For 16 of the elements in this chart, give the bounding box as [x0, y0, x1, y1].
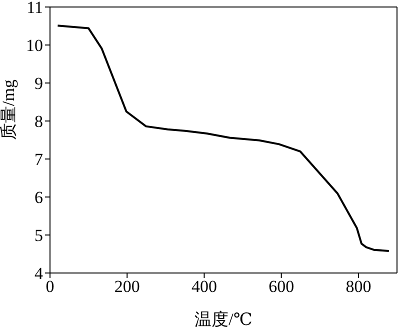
x-tick-label: 400 — [191, 277, 217, 296]
y-tick-label: 4 — [34, 264, 44, 284]
x-tick-label: 200 — [114, 277, 140, 296]
x-axis-title: 温度/℃ — [194, 310, 252, 329]
y-axis-title: 质量/mg — [0, 79, 18, 140]
x-tick-label: 600 — [268, 277, 294, 296]
y-tick-label: 11 — [26, 0, 43, 18]
x-tick-label: 800 — [346, 277, 372, 296]
y-tick-label: 7 — [34, 150, 44, 170]
y-tick-label: 5 — [34, 226, 43, 246]
y-tick-label: 6 — [34, 188, 43, 208]
y-tick-label: 10 — [26, 36, 43, 56]
y-tick-label: 8 — [34, 112, 43, 132]
x-tick-label: 0 — [46, 277, 54, 296]
y-tick-label: 9 — [34, 74, 43, 94]
line-series — [56, 24, 390, 252]
